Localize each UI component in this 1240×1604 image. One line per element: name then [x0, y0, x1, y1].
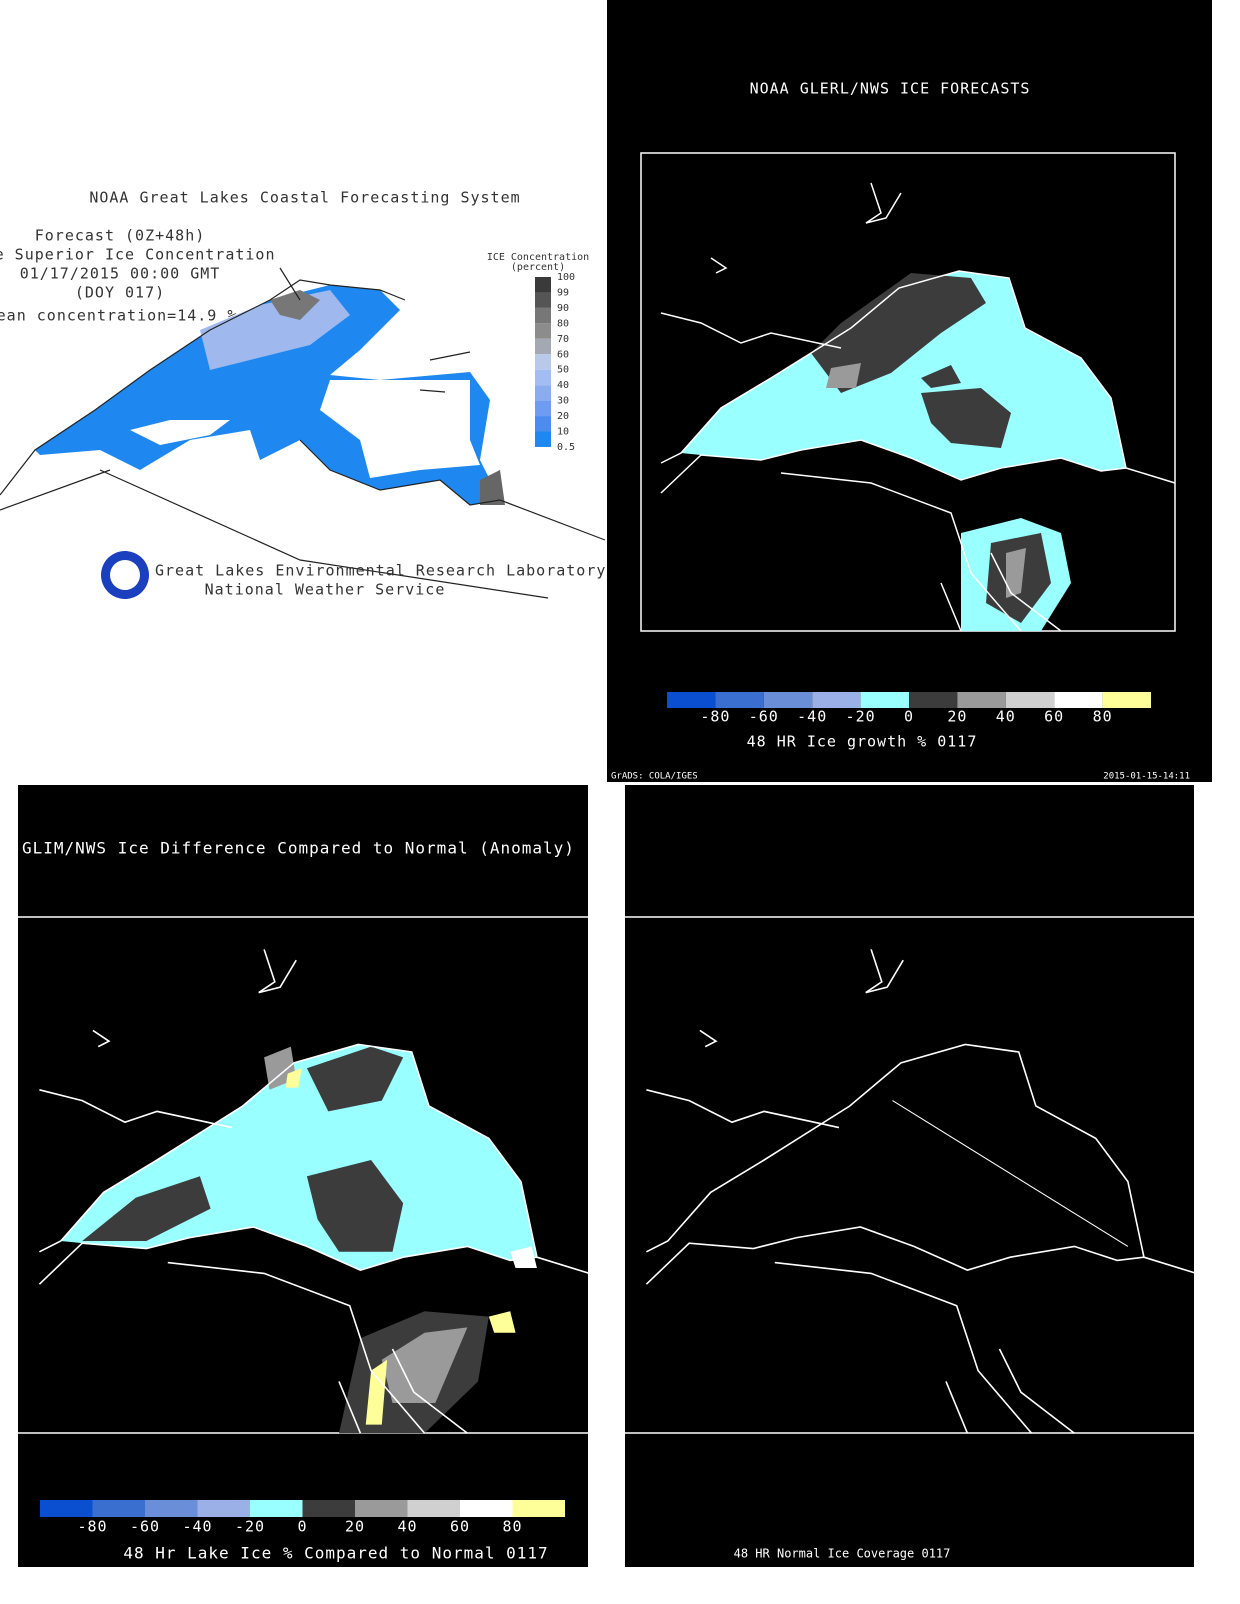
map-frame: [640, 152, 1176, 632]
colorbar: -80 -60 -40 -20 0 20 40 60 80: [40, 1500, 565, 1536]
concentration-panel: NOAA Great Lakes Coastal Forecasting Sys…: [0, 0, 606, 600]
legend-label: 0.5: [557, 442, 575, 453]
colorbar-label: -80: [700, 708, 730, 726]
legend-label: 50: [557, 365, 569, 376]
timestamp: 2015-01-15-14:11: [1103, 772, 1190, 782]
colorbar-swatch: [715, 692, 764, 708]
colorbar-swatch: [460, 1500, 513, 1517]
colorbar-label: -40: [797, 708, 827, 726]
info-line: Lake Superior Ice Concentration: [0, 246, 275, 264]
legend-swatch: [535, 369, 551, 386]
info-line: (DOY 017): [75, 284, 165, 302]
colorbar-label: 0: [297, 1518, 307, 1536]
colorbar-swatch: [197, 1500, 250, 1517]
legend-label: 70: [557, 334, 569, 345]
legend-label: 99: [557, 287, 569, 298]
colorbar-swatch: [957, 692, 1006, 708]
normal-panel: 48 HR Normal Ice Coverage 0117: [625, 785, 1198, 1567]
legend-swatch: [535, 323, 551, 339]
colorbar-swatch: [667, 692, 716, 708]
lake-map: [0, 267, 606, 599]
panel-title: NOAA GLERL/NWS ICE FORECASTS: [750, 80, 1031, 98]
colorbar-swatch: [512, 1500, 565, 1517]
panel-bg: [625, 785, 1194, 1567]
legend-swatch: [535, 277, 551, 293]
colorbar-swatch: [909, 692, 958, 708]
colorbar-swatch: [763, 692, 813, 708]
colorbar-swatch: [1054, 692, 1103, 708]
legend-label: 10: [557, 427, 569, 438]
colorbar-swatch: [1102, 692, 1151, 708]
colorbar-label: 20: [345, 1518, 365, 1536]
legend-swatch: [535, 431, 551, 447]
panel-title: NOAA Great Lakes Coastal Forecasting Sys…: [89, 189, 520, 207]
legend-swatch: [535, 338, 551, 355]
colorbar-label: 60: [1044, 708, 1064, 726]
info-line: Forecast (0Z+48h): [35, 227, 206, 245]
colorbar-label: -80: [77, 1518, 107, 1536]
legend-swatch: [535, 400, 551, 417]
map: [38, 948, 591, 1435]
colorbar-label: 80: [1093, 708, 1113, 726]
legend-title: ICE Concentration: [487, 252, 589, 263]
legend-label: 100: [557, 272, 575, 283]
colorbar: -80 -60 -40 -20 0 20 40 60 80: [667, 692, 1151, 726]
map: [645, 948, 1198, 1435]
colorbar-label: 20: [947, 708, 967, 726]
anomaly-panel: GLIM/NWS Ice Difference Compared to Norm…: [18, 785, 591, 1567]
colorbar-swatch: [302, 1500, 355, 1517]
footer-line: Great Lakes Environmental Research Labor…: [155, 562, 606, 580]
legend-swatch: [535, 385, 551, 401]
legend-label: 30: [557, 396, 569, 407]
colorbar-label: -40: [182, 1518, 212, 1536]
credit: GrADS: COLA/IGES: [611, 772, 698, 782]
colorbar-label: 40: [996, 708, 1016, 726]
colorbar-label: 40: [397, 1518, 417, 1536]
colorbar-swatch: [355, 1500, 408, 1517]
colorbar-label: -60: [130, 1518, 160, 1536]
legend-label: 80: [557, 318, 569, 329]
legend: 100 99 90 80 70 60 50 40 30 20 10 0.5: [535, 272, 575, 453]
info-line: Mean concentration=14.9 %: [0, 307, 237, 325]
colorbar-swatch: [1005, 692, 1055, 708]
colorbar-label: 0: [904, 708, 914, 726]
legend-swatch: [535, 307, 551, 324]
colorbar-label: 60: [450, 1518, 470, 1536]
legend-swatch: [535, 416, 551, 432]
colorbar-swatch: [812, 692, 861, 708]
colorbar-swatch: [145, 1500, 198, 1517]
colorbar-label: -60: [749, 708, 779, 726]
legend-swatch: [535, 354, 551, 370]
legend-swatch: [535, 292, 551, 308]
legend-label: 90: [557, 303, 569, 314]
legend-subtitle: (percent): [511, 262, 565, 273]
colorbar-label: -20: [846, 708, 876, 726]
colorbar-swatch: [92, 1500, 145, 1517]
colorbar-swatch: [40, 1500, 93, 1517]
colorbar-swatch: [860, 692, 909, 708]
map: [660, 182, 1176, 632]
colorbar-label: 80: [502, 1518, 522, 1536]
growth-panel: NOAA GLERL/NWS ICE FORECASTS -80 -60 -40 -2…: [607, 0, 1212, 782]
colorbar-swatch: [407, 1500, 460, 1517]
caption: 48 Hr Lake Ice % Compared to Normal 0117: [123, 1544, 548, 1563]
noaa-logo-inner: [110, 560, 140, 590]
colorbar-label: -20: [235, 1518, 265, 1536]
info-line: 01/17/2015 00:00 GMT: [20, 265, 221, 283]
footer-line: National Weather Service: [205, 581, 446, 599]
caption: 48 HR Normal Ice Coverage 0117: [734, 1547, 951, 1561]
colorbar-swatch: [250, 1500, 303, 1517]
legend-label: 40: [557, 380, 569, 391]
caption: 48 HR Ice growth % 0117: [747, 733, 978, 751]
legend-label: 60: [557, 349, 569, 360]
legend-label: 20: [557, 411, 569, 422]
panel-title: GLIM/NWS Ice Difference Compared to Norm…: [22, 839, 575, 858]
